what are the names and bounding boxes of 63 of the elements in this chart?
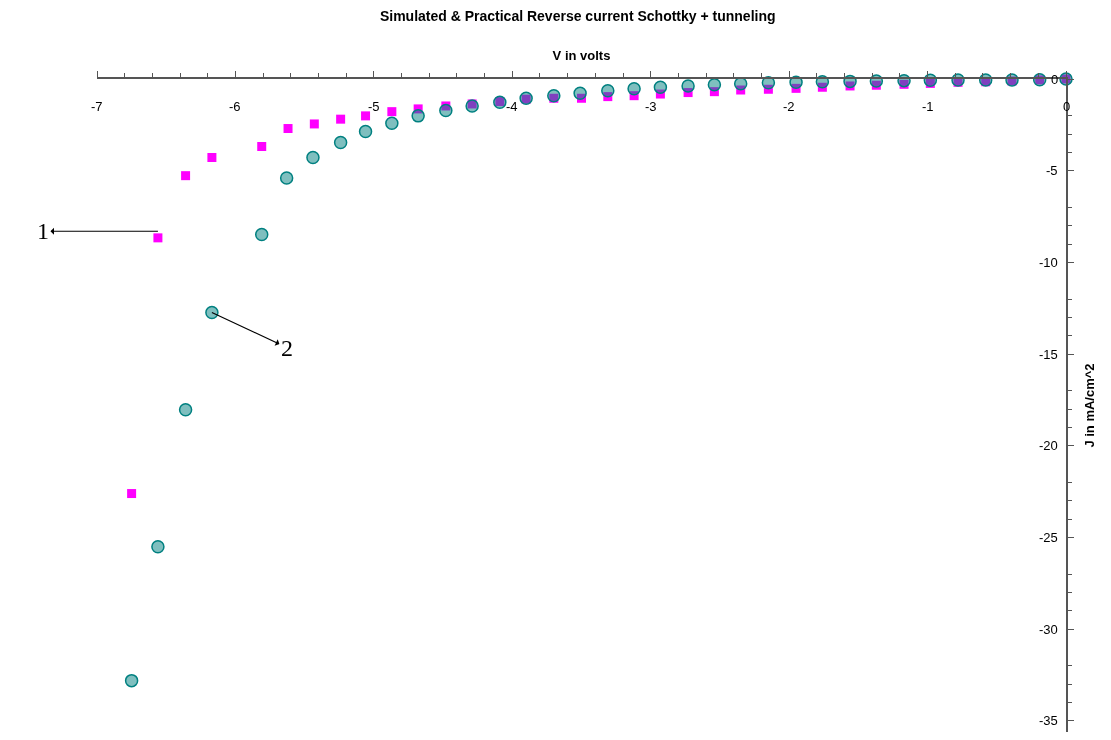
point bbox=[465, 99, 479, 113]
point bbox=[549, 93, 559, 103]
point bbox=[254, 227, 269, 242]
x-axis-title: V in volts bbox=[552, 47, 611, 63]
point bbox=[306, 150, 320, 165]
point bbox=[709, 87, 719, 97]
point bbox=[127, 489, 137, 499]
point bbox=[387, 107, 397, 117]
y-tick-label: -15 bbox=[1039, 347, 1058, 362]
point bbox=[283, 124, 293, 134]
point bbox=[707, 77, 722, 92]
point bbox=[385, 116, 399, 130]
x-tick-label: -7 bbox=[91, 99, 103, 114]
point bbox=[871, 80, 881, 90]
point bbox=[413, 104, 423, 114]
point bbox=[279, 171, 294, 185]
point bbox=[791, 83, 801, 93]
point bbox=[603, 92, 613, 102]
point bbox=[333, 135, 348, 150]
point bbox=[178, 402, 193, 417]
point bbox=[205, 305, 219, 320]
point bbox=[899, 79, 909, 89]
y-tick-label: -35 bbox=[1039, 713, 1058, 728]
y-tick-label: -10 bbox=[1039, 255, 1058, 270]
point bbox=[309, 119, 319, 129]
point bbox=[336, 114, 346, 124]
x-tick-label: -3 bbox=[645, 99, 657, 114]
point bbox=[151, 539, 165, 554]
point bbox=[358, 124, 373, 139]
point bbox=[629, 91, 639, 101]
point bbox=[601, 83, 615, 98]
point bbox=[361, 111, 371, 121]
point bbox=[736, 85, 746, 95]
x-tick-label: -5 bbox=[368, 99, 380, 114]
point bbox=[573, 86, 587, 101]
point bbox=[207, 153, 217, 163]
annotation: 1 bbox=[37, 218, 49, 244]
y-tick-label: -30 bbox=[1039, 622, 1058, 637]
point bbox=[683, 88, 693, 98]
point bbox=[257, 142, 267, 151]
point bbox=[653, 80, 668, 94]
point bbox=[655, 89, 665, 99]
point bbox=[124, 673, 139, 688]
y-tick-label: -20 bbox=[1039, 438, 1058, 453]
point bbox=[439, 103, 453, 118]
point bbox=[627, 81, 641, 96]
point bbox=[681, 79, 695, 93]
y-axis-title: J in mA/cm^2 bbox=[1081, 363, 1097, 448]
point bbox=[763, 84, 773, 94]
point bbox=[181, 171, 191, 181]
point bbox=[411, 109, 425, 123]
point bbox=[467, 99, 477, 109]
point bbox=[547, 88, 561, 103]
point bbox=[577, 93, 586, 103]
x-tick-label: -1 bbox=[922, 99, 934, 114]
point bbox=[153, 233, 163, 243]
y-tick-label: -25 bbox=[1039, 530, 1058, 545]
x-tick-label: -4 bbox=[506, 99, 518, 114]
annotation: 2 bbox=[281, 335, 293, 361]
chart-title: Simulated & Practical Reverse current Schottky + tunneling bbox=[379, 7, 776, 24]
y-tick-label: -5 bbox=[1046, 163, 1058, 178]
x-tick-label: -2 bbox=[783, 99, 795, 114]
x-tick-label: -6 bbox=[229, 99, 241, 114]
